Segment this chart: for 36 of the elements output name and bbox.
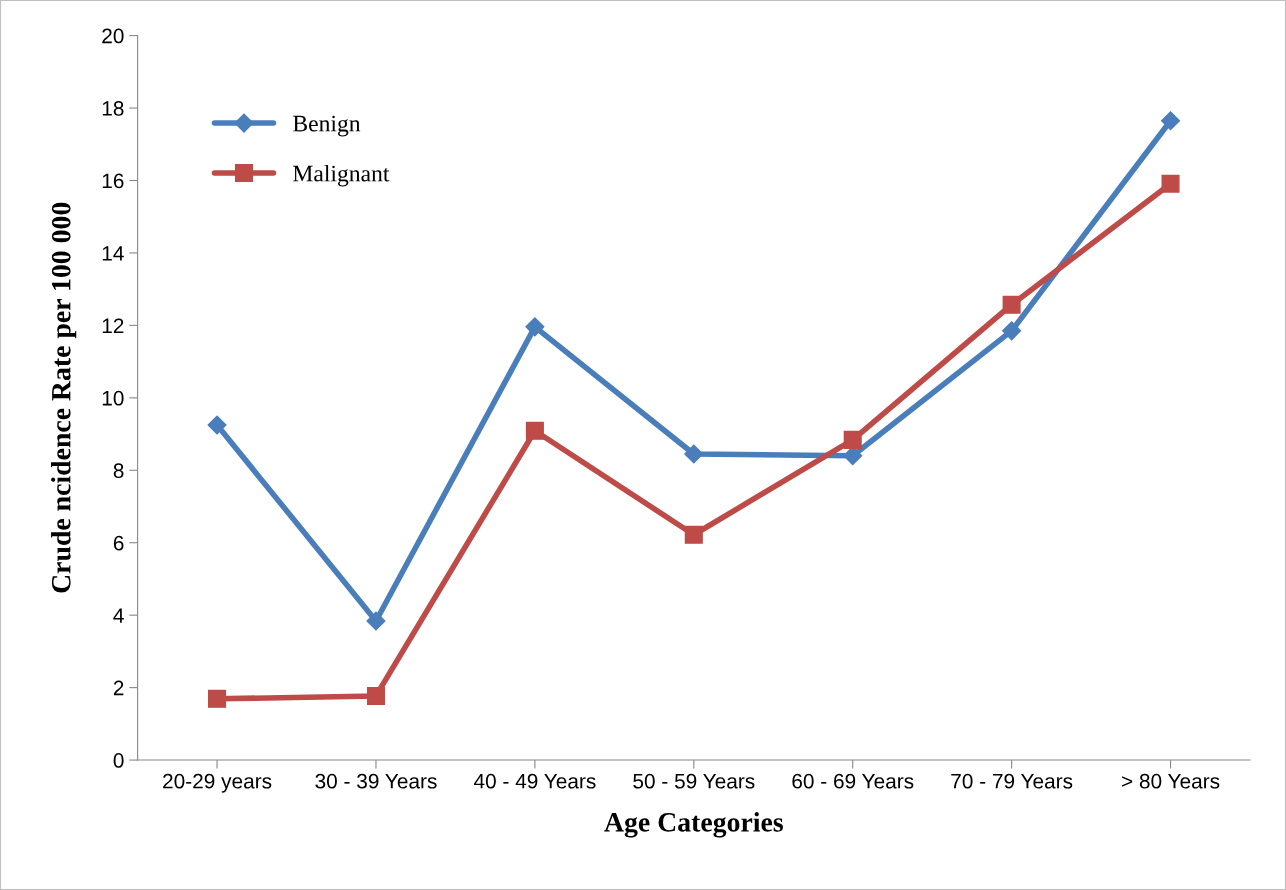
point xyxy=(208,689,227,708)
x-tick-label: 20-29 years xyxy=(163,773,272,793)
x-tick-label: 40 - 49 Years xyxy=(473,773,596,789)
y-tick-label: 6 xyxy=(113,535,124,551)
y-tick-label: 10 xyxy=(102,390,124,406)
x-axis-title: Age Categories xyxy=(604,812,783,838)
y-tick-label: 2 xyxy=(113,680,124,696)
y-tick-label: 0 xyxy=(113,753,124,768)
legend-label: Benign xyxy=(293,115,361,137)
point xyxy=(1002,295,1021,314)
y-axis-title: Crude ncidence Rate per 100 000 xyxy=(51,202,77,593)
point xyxy=(1161,111,1181,131)
y-tick-label: 16 xyxy=(102,173,124,189)
y-tick-label: 20 xyxy=(102,28,124,44)
y-tick-label: 18 xyxy=(102,101,124,116)
point xyxy=(366,686,385,705)
x-tick-label: 70 - 79 Years xyxy=(951,773,1073,789)
y-tick-label: 4 xyxy=(113,608,124,623)
point xyxy=(525,421,544,440)
point xyxy=(684,444,704,464)
point xyxy=(525,317,545,337)
y-tick-label: 12 xyxy=(102,318,124,333)
point xyxy=(366,611,386,631)
y-tick-label: 8 xyxy=(113,463,124,479)
legend-label: Malignant xyxy=(293,164,390,187)
point xyxy=(207,415,227,435)
x-tick-label: 60 - 69 Years xyxy=(792,773,914,789)
point xyxy=(1161,174,1180,193)
point xyxy=(843,430,862,449)
point xyxy=(684,525,703,544)
y-tick-label: 14 xyxy=(102,246,124,261)
x-tick-label: 30 - 39 Years xyxy=(315,773,437,789)
x-tick-label: 50 - 59 Years xyxy=(633,773,755,789)
point xyxy=(1002,321,1022,341)
point xyxy=(843,446,863,466)
x-tick-label: > 80 Years xyxy=(1122,773,1220,789)
